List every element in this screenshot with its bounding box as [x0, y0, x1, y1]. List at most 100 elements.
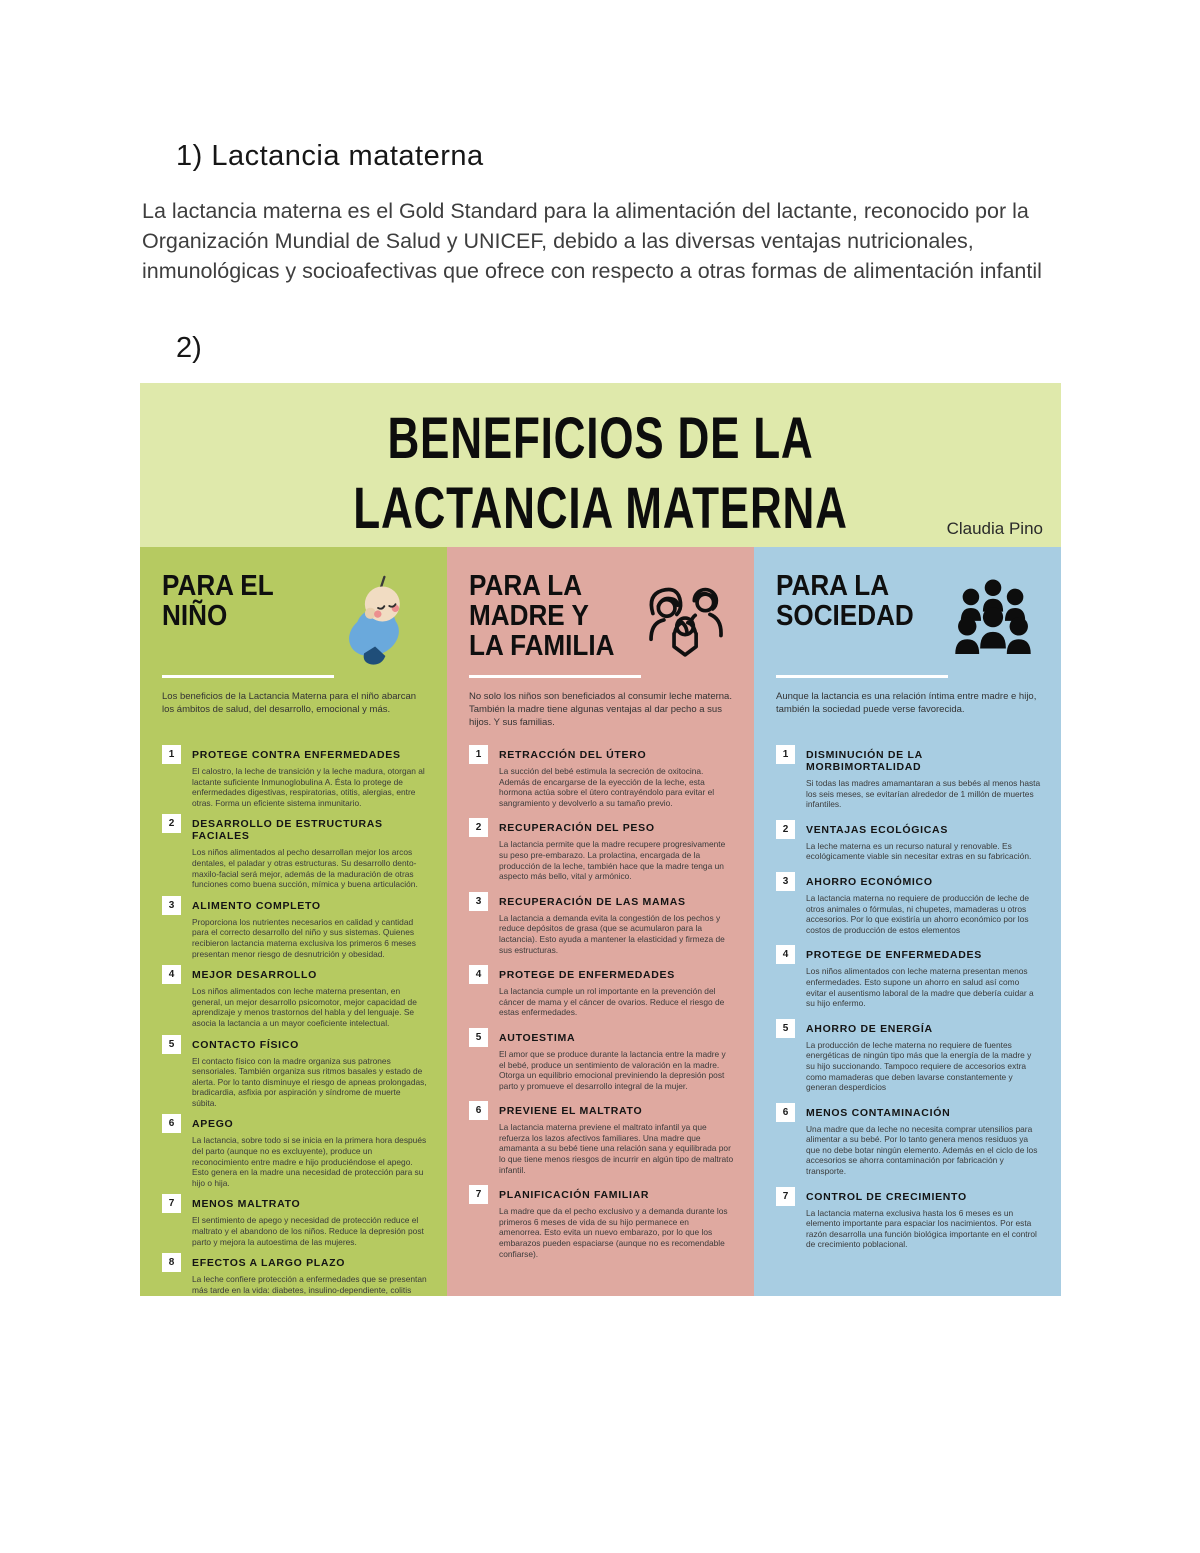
item-text: El contacto físico con la madre organiza…: [192, 1055, 427, 1108]
item-title: PROTEGE DE ENFERMEDADES: [806, 949, 982, 962]
item-number-badge: 8: [162, 1253, 181, 1273]
divider: [776, 675, 948, 678]
benefit-item: 5 AHORRO DE ENERGÍA La producción de lec…: [776, 1018, 1041, 1093]
column-mother-family-items: 1 RETRACCIÓN DEL ÚTERO La succión del be…: [469, 745, 734, 1259]
family-icon: [638, 573, 734, 665]
item-number: 7: [782, 1190, 789, 1202]
benefit-item: 4 PROTEGE DE ENFERMEDADES Los niños alim…: [776, 945, 1041, 1008]
item-number-badge: 7: [469, 1185, 488, 1205]
item-text: La producción de leche materna no requie…: [806, 1039, 1032, 1093]
item-number-badge: 3: [776, 871, 795, 891]
baby-icon: [331, 573, 427, 665]
item-title: PROTEGE CONTRA ENFERMEDADES: [192, 749, 401, 761]
item-title: ALIMENTO COMPLETO: [192, 899, 321, 912]
item-title: AHORRO DE ENERGÍA: [806, 1022, 933, 1035]
item-number-badge: 4: [469, 965, 488, 985]
benefit-item: 2 RECUPERACIÓN DEL PESO La lactancia per…: [469, 818, 734, 881]
item-number: 3: [168, 899, 175, 911]
item-number: 4: [168, 969, 175, 981]
item-text: La succión del bebé estimula la secreció…: [499, 766, 715, 808]
item-text: La leche materna es un recurso natural y…: [806, 840, 1032, 862]
item-number-badge: 3: [469, 891, 488, 911]
item-title: MEJOR DESARROLLO: [192, 969, 317, 982]
benefit-item: 7 PLANIFICACIÓN FAMILIAR La madre que da…: [469, 1185, 734, 1259]
divider: [162, 675, 334, 678]
column-child-intro: Los beneficios de la Lactancia Materna p…: [162, 691, 417, 715]
benefit-item: 4 MEJOR DESARROLLO Los niños alimentados…: [162, 965, 427, 1028]
columns: PARA EL NIÑO: [140, 547, 1061, 1296]
item-number: 5: [475, 1031, 482, 1043]
item-number-badge: 1: [776, 745, 795, 764]
benefit-item: 5 CONTACTO FÍSICO El contacto físico con…: [162, 1034, 427, 1109]
item-number: 1: [168, 749, 175, 760]
item-title: AUTOESTIMA: [499, 1031, 576, 1044]
page-title: 1) Lactancia mataterna: [176, 140, 484, 172]
item-number: 4: [475, 969, 482, 981]
item-number: 8: [168, 1257, 175, 1269]
item-title: MENOS MALTRATO: [192, 1198, 301, 1211]
column-mother-family-title: PARA LA MADRE Y LA FAMILIA: [469, 570, 615, 662]
column-society-items: 1 DISMINUCIÓN DE LA MORBIMORTALIDAD Si t…: [776, 745, 1041, 1250]
benefit-item: 2 VENTAJAS ECOLÓGICAS La leche materna e…: [776, 819, 1041, 862]
column-mother-family: PARA LA MADRE Y LA FAMILIA: [447, 547, 754, 1296]
item-number: 5: [168, 1038, 175, 1050]
item-title: RECUPERACIÓN DEL PESO: [499, 822, 655, 835]
item-text: La madre que da el pecho exclusivo y a d…: [499, 1206, 728, 1259]
item-text: Los niños alimentados con leche materna …: [192, 986, 417, 1028]
item-text: Los niños alimentados al pecho desarroll…: [192, 847, 418, 890]
item-number-badge: 5: [469, 1027, 488, 1047]
item-number-badge: 3: [162, 895, 181, 915]
item-number: 7: [475, 1189, 482, 1201]
benefit-item: 3 AHORRO ECONÓMICO La lactancia materna …: [776, 871, 1041, 935]
item-title: PREVIENE EL MALTRATO: [499, 1105, 643, 1118]
item-number-badge: 1: [162, 745, 181, 764]
item-text: La lactancia materna previene el maltrat…: [499, 1122, 734, 1175]
item-title: RECUPERACIÓN DE LAS MAMAS: [499, 895, 686, 908]
benefit-item: 1 DISMINUCIÓN DE LA MORBIMORTALIDAD Si t…: [776, 745, 1041, 810]
item-number-badge: 1: [469, 745, 488, 764]
benefit-item: 6 PREVIENE EL MALTRATO La lactancia mate…: [469, 1101, 734, 1175]
item-title: APEGO: [192, 1118, 234, 1131]
benefit-item: 6 APEGO La lactancia, sobre todo si se i…: [162, 1114, 427, 1188]
item-text: La lactancia materna no requiere de prod…: [806, 892, 1030, 935]
item-title: DISMINUCIÓN DE LA MORBIMORTALIDAD: [806, 749, 923, 773]
divider: [469, 675, 641, 678]
item-title: CONTACTO FÍSICO: [192, 1038, 299, 1051]
item-number-badge: 6: [469, 1101, 488, 1121]
item-number: 2: [475, 822, 482, 834]
item-number-badge: 5: [162, 1034, 181, 1054]
column-society-header: PARA LA SOCIEDAD: [776, 571, 1041, 673]
item-number: 7: [168, 1198, 175, 1210]
item-number-badge: 6: [776, 1102, 795, 1122]
item-number-badge: 2: [776, 819, 795, 839]
item-number: 5: [782, 1022, 789, 1034]
column-mother-family-intro: No solo los niños son beneficiados al co…: [469, 691, 732, 728]
item-number: 6: [475, 1105, 482, 1117]
item-text: Si todas las madres amamantaran a sus be…: [806, 778, 1041, 810]
item-text: La lactancia, sobre todo si se inicia en…: [192, 1135, 427, 1188]
infographic: BENEFICIOS DE LA LACTANCIA MATERNA Claud…: [140, 383, 1061, 1296]
column-child-items: 1 PROTEGE CONTRA ENFERMEDADES El calostr…: [162, 745, 427, 1296]
column-society-title: PARA LA SOCIEDAD: [776, 570, 914, 632]
author-credit: Claudia Pino: [946, 519, 1043, 538]
item-title: PLANIFICACIÓN FAMILIAR: [499, 1189, 650, 1202]
item-number: 6: [782, 1106, 789, 1118]
benefit-item: 2 DESARROLLO DE ESTRUCTURAS FACIALES Los…: [162, 814, 427, 889]
intro-paragraph: La lactancia materna es el Gold Standard…: [142, 199, 1042, 283]
item-number-badge: 2: [469, 818, 488, 838]
benefit-item: 3 ALIMENTO COMPLETO Proporciona los nutr…: [162, 895, 427, 959]
item-number: 4: [782, 949, 789, 961]
item-number-badge: 4: [162, 965, 181, 985]
item-number: 1: [782, 749, 789, 760]
item-number: 3: [782, 875, 789, 887]
column-society: PARA LA SOCIEDAD Aunque la lactancia es …: [754, 547, 1061, 1296]
item-text: La lactancia cumple un rol importante en…: [499, 986, 725, 1018]
benefit-item: 4 PROTEGE DE ENFERMEDADES La lactancia c…: [469, 965, 734, 1018]
item-text: La lactancia materna exclusiva hasta los…: [806, 1207, 1037, 1250]
item-number-badge: 5: [776, 1018, 795, 1038]
column-society-intro: Aunque la lactancia es una relación ínti…: [776, 691, 1037, 715]
column-child-header: PARA EL NIÑO: [162, 571, 427, 673]
item-title: AHORRO ECONÓMICO: [806, 875, 933, 888]
item-text: La lactancia a demanda evita la congesti…: [499, 912, 725, 955]
